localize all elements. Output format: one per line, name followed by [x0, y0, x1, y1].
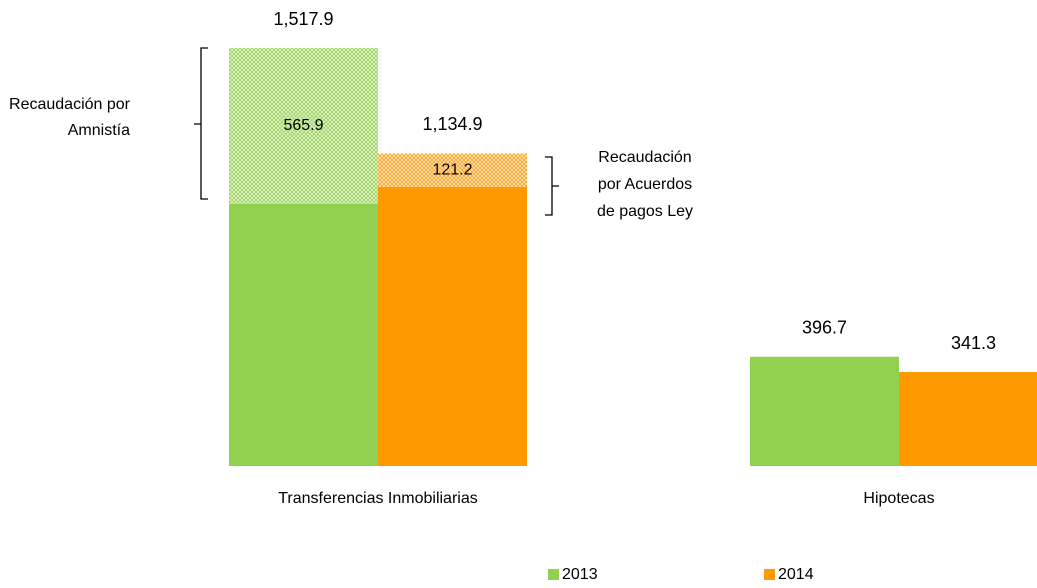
- annotation: Amnistía: [68, 122, 130, 139]
- x-tick-label: Hipotecas: [863, 490, 934, 507]
- total-label: 341.3: [951, 333, 996, 353]
- bar: [229, 203, 378, 466]
- bar: [899, 372, 1037, 466]
- annotation: de pagos Ley: [597, 203, 693, 220]
- total-label: 1,517.9: [273, 9, 333, 29]
- total-label: 396.7: [802, 318, 847, 338]
- legend-swatch: [764, 569, 775, 580]
- bracket: [545, 156, 559, 216]
- segment-label: 565.9: [283, 117, 323, 134]
- bar-segment: [229, 48, 378, 204]
- annotation: Recaudación por: [9, 96, 131, 113]
- legend-label: 2013: [562, 566, 598, 583]
- bar: [750, 356, 899, 466]
- legend-swatch: [548, 569, 559, 580]
- total-label: 1,134.9: [422, 114, 482, 134]
- annotation: Recaudación: [598, 149, 691, 166]
- bar: [378, 186, 527, 466]
- annotation: por Acuerdos: [598, 176, 692, 193]
- bracket: [194, 47, 208, 200]
- bar-segment: [378, 153, 527, 187]
- segment-label: 121.2: [432, 161, 472, 178]
- legend-label: 2014: [778, 566, 814, 583]
- x-tick-label: Transferencias Inmobiliarias: [278, 490, 477, 507]
